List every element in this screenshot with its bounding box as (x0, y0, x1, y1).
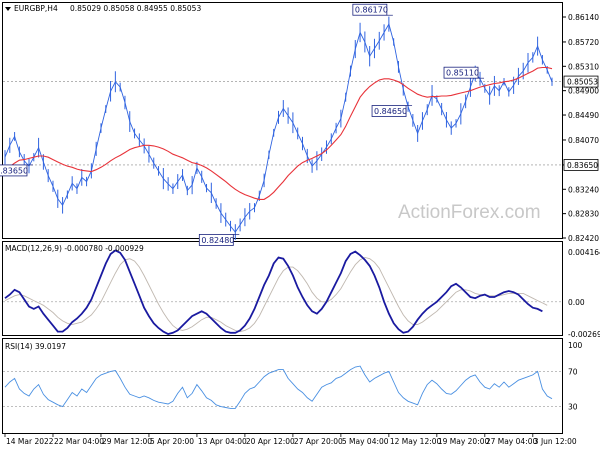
svg-text:0.83650: 0.83650 (567, 161, 598, 170)
rsi-line (4, 365, 553, 409)
price-axis-label: 0.85310 (568, 62, 599, 71)
time-axis-label: 27 Apr 20:00 (294, 437, 343, 446)
price-axis-label: 0.86140 (568, 13, 599, 22)
svg-text:0.82480: 0.82480 (201, 236, 234, 245)
time-axis-label: 29 Mar 12:00 (102, 437, 152, 446)
rsi-axis-label: 70 (568, 367, 578, 376)
svg-text:0.85110: 0.85110 (446, 69, 479, 78)
time-axis-label: 5 May 04:00 (342, 437, 389, 446)
svg-text:0.86170: 0.86170 (355, 6, 388, 15)
price-axis-label: 0.83240 (568, 185, 599, 194)
rsi-gridlines (3, 371, 562, 407)
svg-text:0.85053: 0.85053 (567, 78, 598, 87)
price-callouts: 0.85110 0.82480 0.84650 0.83650 0.86170 (0, 3, 485, 246)
macd-macd-line (4, 249, 543, 335)
current-price-tag: 0.85053 (563, 75, 599, 88)
time-axis-label: 22 Mar 04:00 (54, 437, 104, 446)
time-axis-label: 5 Apr 20:00 (150, 437, 194, 446)
macd-axis-label: -0.002699 (568, 330, 600, 339)
price-callout: 0.83650 (0, 164, 33, 177)
macd-series-group (4, 249, 548, 335)
price-gridlines (3, 81, 562, 166)
macd-panel (2, 241, 563, 336)
rsi-axis: 100 70 30 (568, 341, 583, 412)
price-axis-label: 0.84900 (568, 87, 599, 96)
time-axis-label: 14 Mar 2022 (6, 437, 54, 446)
price-callout: 0.84650 (371, 105, 413, 117)
price-line (4, 22, 553, 233)
rsi-header: RSI(14) 39.0197 (5, 342, 66, 351)
macd-header: MACD(12,26,9) -0.000780 -0.000929 (5, 244, 144, 253)
rsi-series-group (4, 365, 553, 409)
macd-axis-label: 0.00 (568, 298, 585, 307)
macd-axis-label: 0.004164 (568, 248, 600, 257)
level-tag: 0.83650 (563, 159, 599, 171)
svg-text:0.84650: 0.84650 (374, 107, 407, 116)
price-callout: 0.85110 (443, 66, 485, 79)
price-axis: 0.86140 0.85720 0.85310 0.84900 0.84490 0.840… (562, 13, 599, 243)
rsi-axis-label: 100 (568, 341, 583, 350)
price-axis-label: 0.85720 (568, 38, 599, 47)
time-axis-label: 27 May 04:00 (486, 437, 538, 446)
watermark: ActionForex.com (398, 202, 541, 223)
rsi-panel (2, 338, 563, 434)
symbol-header: EURGBP,H4 (14, 4, 58, 13)
svg-text:0.83650: 0.83650 (0, 166, 28, 175)
price-axis-label: 0.84490 (568, 111, 599, 120)
time-axis-label: 12 May 12:00 (390, 437, 442, 446)
time-axis-label: 20 Apr 12:00 (246, 437, 295, 446)
price-callout: 0.86170 (352, 3, 393, 16)
rsi-axis-label: 30 (568, 403, 578, 412)
time-axis-label: 19 May 20:00 (438, 437, 490, 446)
time-axis-label: 13 Apr 04:00 (198, 437, 247, 446)
time-axis-label: 3 Jun 12:00 (534, 437, 577, 446)
ohlc-header: 0.85029 0.85058 0.84955 0.85053 (70, 4, 201, 13)
price-axis-label: 0.82830 (568, 210, 599, 219)
macd-signal-line (4, 257, 548, 333)
price-panel (2, 2, 563, 239)
symbol-dropdown-icon[interactable] (5, 7, 11, 11)
price-axis-label: 0.84070 (568, 136, 599, 145)
price-axis-label: 0.82420 (568, 234, 599, 243)
moving-average-line (4, 66, 553, 200)
price-callout: 0.82480 (198, 234, 240, 246)
macd-axis: 0.004164 0.00 -0.002699 (568, 248, 600, 339)
